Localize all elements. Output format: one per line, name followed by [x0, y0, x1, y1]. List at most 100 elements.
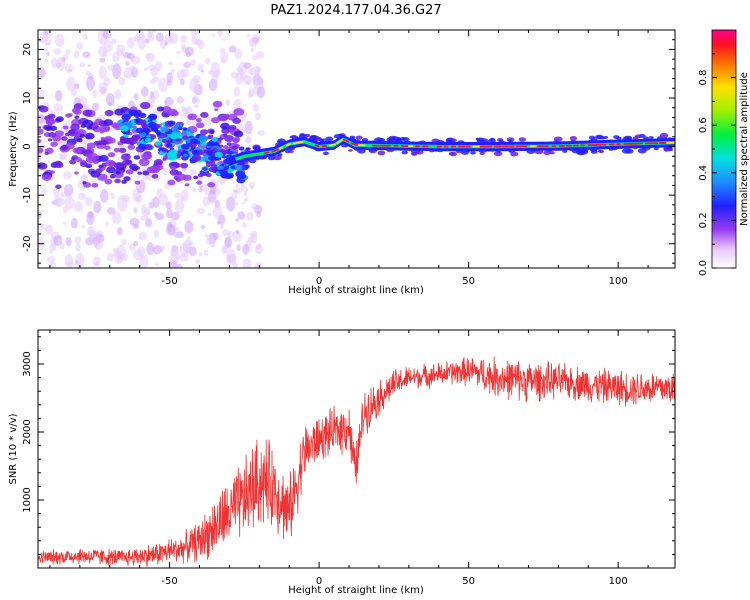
spectrogram-noise-blob: [204, 57, 211, 65]
spectrogram-halo-blob: [401, 150, 408, 155]
spectrogram-cluster-blob: [121, 153, 131, 161]
spectrogram-noise-blob: [249, 230, 258, 238]
spectrogram-noise-blob: [85, 196, 93, 207]
spectrogram-cluster-blob: [113, 147, 121, 153]
spectrogram-noise-blob: [195, 259, 201, 265]
spectrogram-cluster-blob: [49, 170, 56, 174]
spectrogram-noise-blob: [140, 86, 149, 97]
spectrogram-cluster-blob: [132, 167, 138, 172]
spectrogram-halo-blob: [309, 135, 317, 141]
snr-frame: [37, 329, 676, 569]
spectrogram-noise-blob: [243, 112, 248, 118]
spectrogram-transition-blob: [182, 135, 189, 140]
spectrogram-noise-blob: [153, 229, 159, 239]
spectrogram-noise-blob: [46, 255, 56, 263]
spectrogram-transition-blob: [150, 125, 158, 131]
spectrogram-transition-blob: [211, 147, 218, 153]
spectrogram-noise-blob: [85, 75, 95, 91]
spectrogram-transition-blob: [190, 138, 198, 144]
spectrogram-noise-blob: [151, 30, 156, 34]
spectrogram-noise-blob: [246, 135, 252, 144]
spectrogram-noise-blob: [129, 217, 140, 227]
spectrogram-noise-blob: [105, 92, 115, 106]
spectrogram-halo-blob: [449, 151, 457, 157]
spectrogram-noise-blob: [212, 205, 223, 219]
spectrogram-noise-blob: [70, 217, 78, 229]
spectrogram-halo-blob: [318, 138, 325, 143]
spectrogram-noise-blob: [41, 187, 47, 196]
snr-axes: -50 0 50 100 1000 2000 3000: [22, 330, 675, 587]
spectrogram-noise-blob: [112, 51, 120, 63]
spectrogram-halo-blob: [543, 150, 551, 156]
spectrogram-noise-blob: [153, 211, 159, 216]
spectrogram-noise-blob: [230, 192, 237, 201]
snr-plot-area: [38, 356, 675, 567]
spectrogram-xtick-label: 100: [609, 276, 628, 287]
spectrogram-halo-blob: [479, 151, 485, 156]
spectrogram-cluster-blob: [196, 180, 203, 185]
spectrogram-transition-blob: [134, 119, 140, 123]
spectrogram-noise-blob: [256, 86, 266, 99]
spectrogram-transition-blob: [161, 148, 168, 153]
spectrogram-noise-blob: [210, 73, 218, 85]
spectrogram-noise-blob: [38, 66, 46, 79]
spectrogram-transition-blob: [198, 135, 209, 142]
spectrogram-transition-blob: [183, 153, 189, 158]
spectrogram-noise-blob: [221, 58, 226, 64]
spectrogram-cluster-blob: [95, 168, 103, 174]
spectrogram-noise-blob: [100, 189, 109, 203]
spectrogram-noise-blob: [65, 236, 72, 247]
spectrogram-noise-blob: [73, 201, 84, 212]
spectrogram-halo-blob: [325, 136, 334, 142]
spectrogram-noise-blob: [56, 56, 65, 71]
spectrogram-noise-blob: [234, 49, 243, 60]
spectrogram-noise-blob: [233, 86, 241, 97]
spectrogram-cluster-blob: [195, 122, 205, 129]
spectrogram-cluster-blob: [93, 140, 101, 146]
spectrogram-noise-blob: [242, 258, 252, 268]
spectrogram-cluster-blob: [74, 115, 80, 119]
spectrogram-halo-blob: [588, 135, 596, 140]
spectrogram-halo-blob: [470, 151, 476, 155]
spectrogram-cluster-blob: [155, 164, 164, 171]
spectrogram-halo-blob: [377, 150, 386, 156]
spectrogram-transition-blob: [121, 114, 131, 121]
spectrogram-noise-blob: [133, 93, 139, 101]
spectrogram-ytick-label: 10: [22, 92, 33, 105]
spectrogram-transition-blob: [231, 145, 238, 150]
spectrogram-halo-blob: [518, 137, 527, 142]
spectrogram-noise-blob: [44, 224, 54, 235]
spectrogram-noise-blob: [44, 38, 51, 46]
spectrogram-noise-blob: [114, 89, 122, 100]
spectrogram-noise-blob: [145, 52, 155, 63]
spectrogram-noise-blob: [254, 112, 262, 121]
spectrogram-cluster-blob: [226, 142, 232, 146]
spectrogram-cluster-blob: [98, 155, 109, 162]
spectrogram-ridge-peak: [314, 144, 320, 148]
spectrogram-noise-blob: [139, 254, 149, 268]
spectrogram-noise-blob: [138, 231, 148, 241]
spectrogram-noise-blob: [243, 190, 248, 197]
spectrogram-noise-blob: [192, 75, 201, 84]
spectrogram-halo-blob: [267, 155, 276, 161]
spectrogram-cluster-blob: [151, 173, 159, 179]
spectrogram-noise-blob: [92, 256, 101, 267]
spectrogram-noise-blob: [107, 252, 114, 262]
spectrogram-noise-blob: [136, 198, 141, 204]
spectrogram-noise-blob: [221, 245, 228, 255]
spectrogram-noise-blob: [220, 223, 224, 226]
spectrogram-noise-blob: [76, 42, 84, 50]
spectrogram-noise-blob: [242, 243, 250, 255]
spectrogram-cluster-blob: [84, 132, 95, 140]
spectrogram-noise-blob: [159, 247, 164, 254]
spectrogram-noise-blob: [50, 57, 59, 69]
spectrogram-noise-blob: [65, 49, 70, 56]
colorbar-tick-label: 0.8: [698, 70, 709, 86]
spectrogram-cluster-blob: [103, 119, 114, 126]
spectrogram-halo-blob: [590, 149, 598, 154]
spectrogram-cluster-blob: [104, 178, 113, 185]
spectrogram-noise-blob: [199, 184, 203, 188]
spectrogram-transition-blob: [124, 137, 134, 145]
spectrogram-noise-blob: [180, 196, 186, 201]
spectrogram-noise-blob: [79, 61, 86, 68]
